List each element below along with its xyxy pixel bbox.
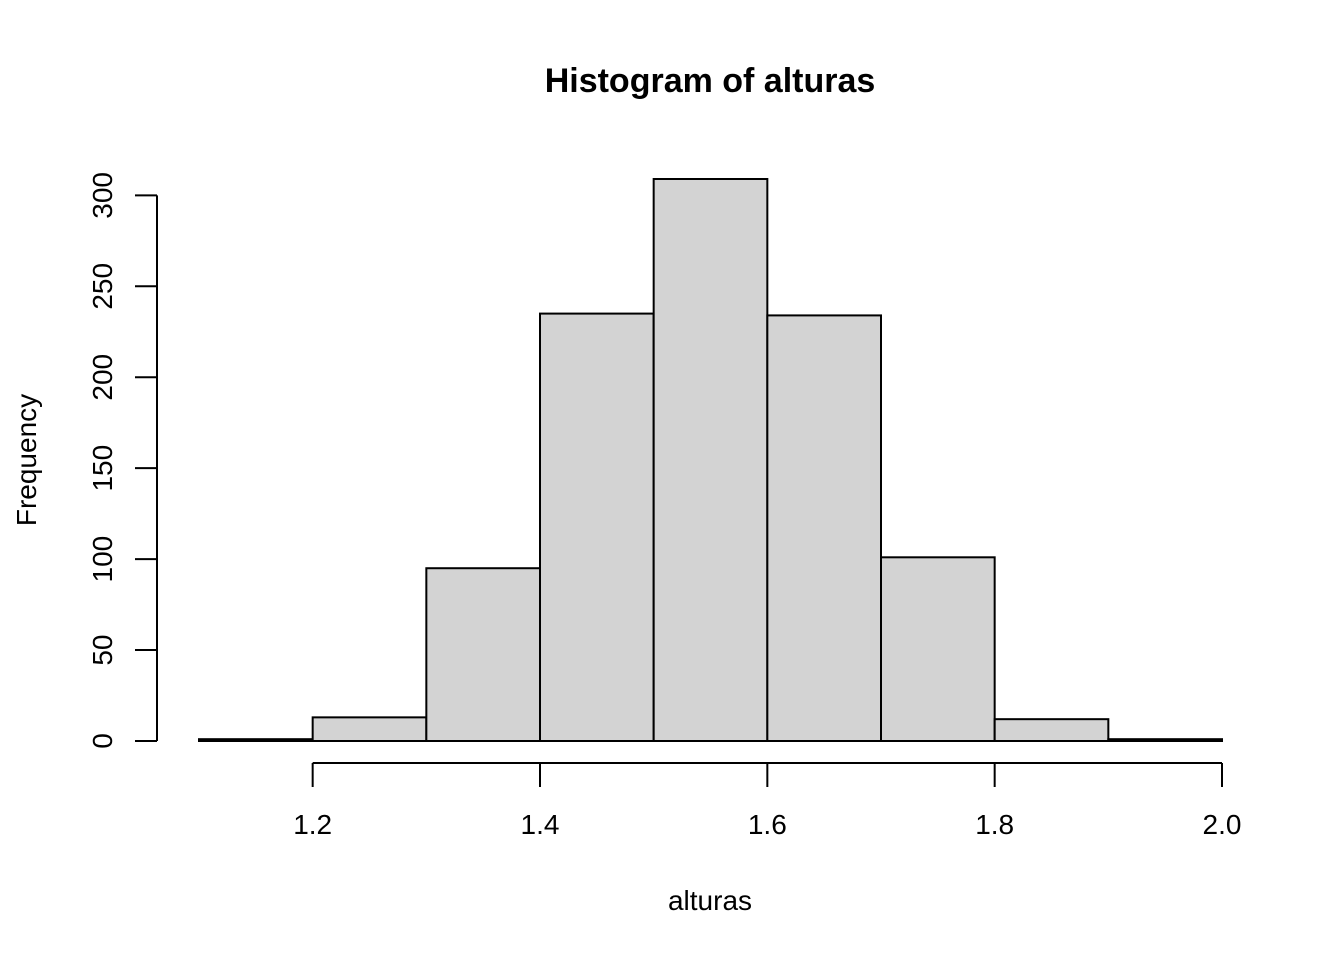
x-tick-label: 1.6	[748, 809, 787, 840]
y-tick-label: 300	[87, 172, 118, 219]
chart-title: Histogram of alturas	[545, 62, 876, 100]
histogram-bar	[311, 716, 428, 742]
y-tick-label: 200	[87, 354, 118, 401]
bars-group	[198, 178, 1224, 743]
y-tick-label: 0	[87, 733, 118, 749]
y-tick-label: 250	[87, 263, 118, 310]
x-tick-label: 1.2	[293, 809, 332, 840]
y-tick-label: 100	[87, 536, 118, 583]
histogram-bar	[993, 718, 1110, 742]
y-tick-label: 150	[87, 445, 118, 492]
histogram-bar	[198, 738, 314, 742]
histogram-bar	[1107, 738, 1224, 742]
y-tick-label: 50	[87, 634, 118, 665]
histogram-bar	[880, 556, 996, 742]
y-axis-label: Frequency	[11, 394, 42, 526]
y-axis: 0 50 100 150 200 250 300	[87, 172, 158, 749]
x-axis-label: alturas	[668, 885, 752, 916]
histogram-bar	[425, 567, 542, 743]
x-tick-label: 1.8	[975, 809, 1014, 840]
x-axis: 1.2 1.4 1.6 1.8 2.0	[293, 762, 1242, 840]
x-tick-label: 1.4	[521, 809, 560, 840]
histogram-bar	[539, 312, 655, 742]
histogram-bar	[652, 178, 769, 742]
histogram-bar	[766, 314, 882, 742]
x-tick-label: 2.0	[1203, 809, 1242, 840]
